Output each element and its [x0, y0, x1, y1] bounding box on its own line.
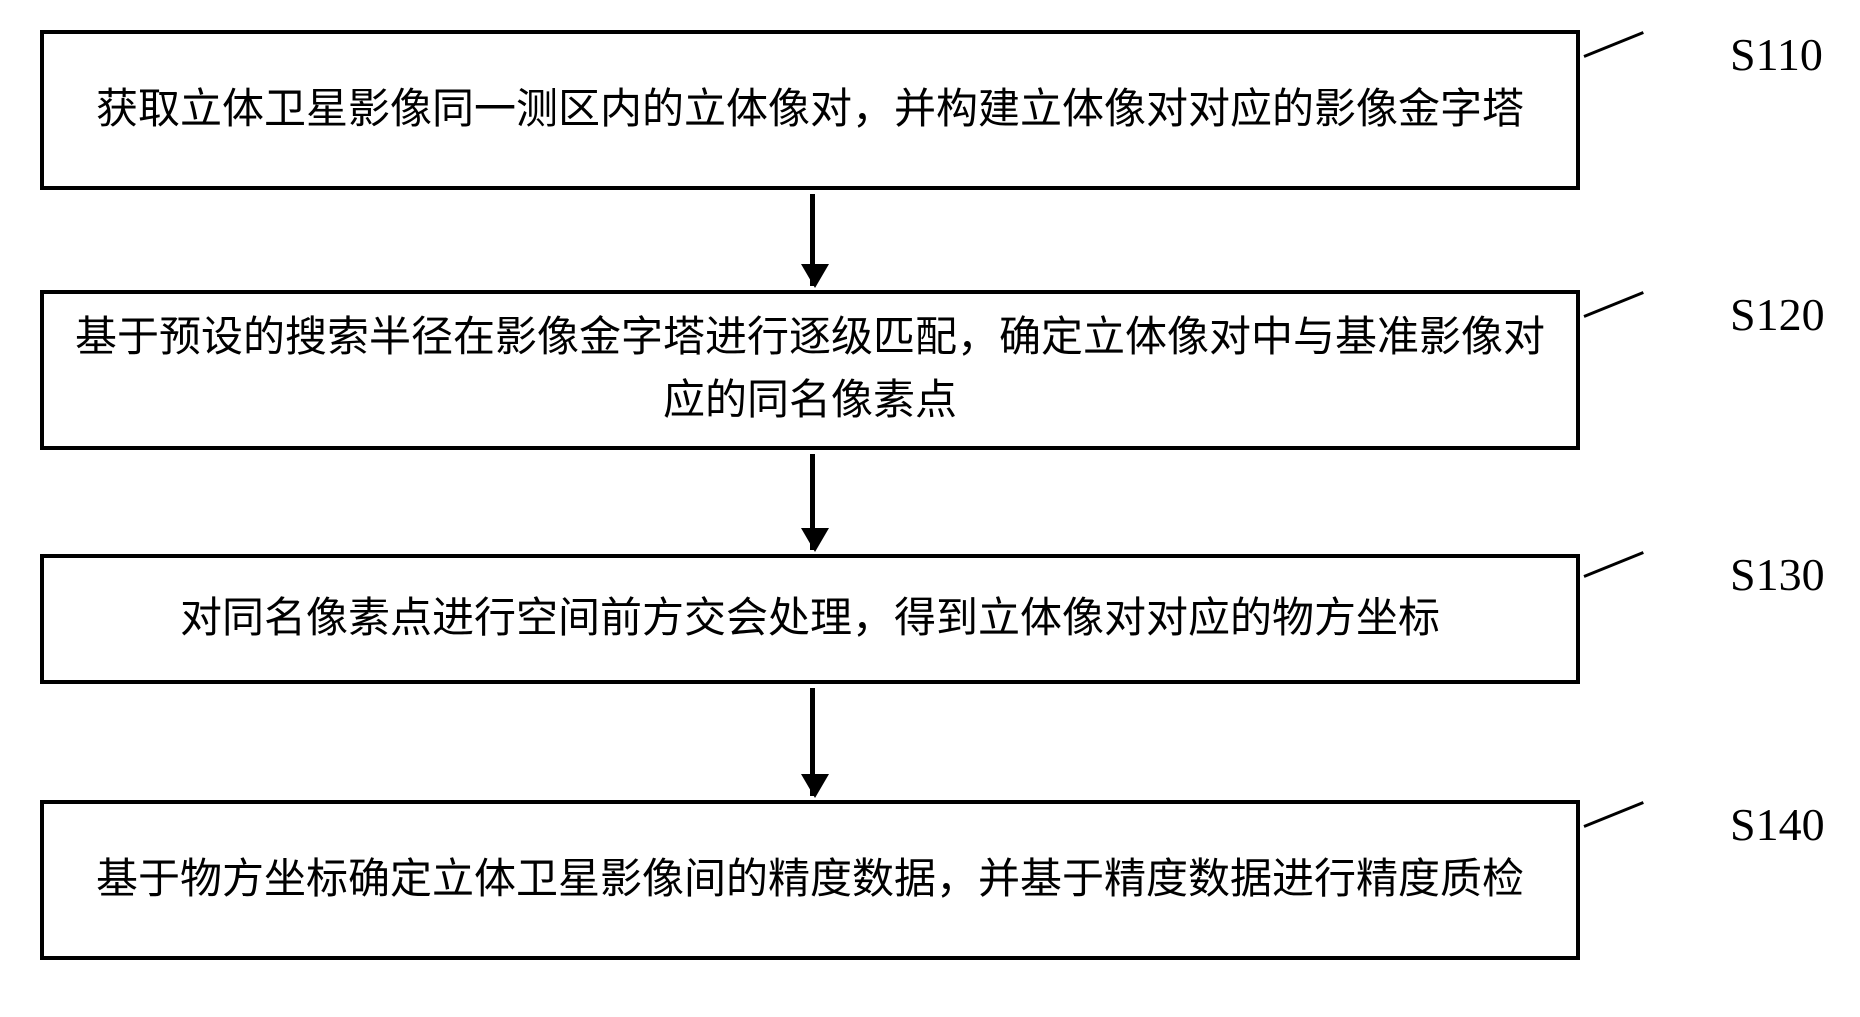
step-text: 对同名像素点进行空间前方交会处理，得到立体像对对应的物方坐标	[180, 588, 1440, 651]
step-box-s110: 获取立体卫星影像同一测区内的立体像对，并构建立体像对对应的影像金字塔	[40, 30, 1580, 190]
step-text: 基于物方坐标确定立体卫星影像间的精度数据，并基于精度数据进行精度质检	[96, 849, 1524, 912]
step-text: 基于预设的搜索半径在影像金字塔进行逐级匹配，确定立体像对中与基准影像对应的同名像…	[74, 307, 1546, 433]
arrow-2	[810, 454, 815, 550]
label-connector-s130	[1583, 551, 1643, 578]
label-connector-s140	[1583, 801, 1643, 828]
flowchart-canvas: { "canvas": { "width": 1860, "height": 1…	[0, 0, 1860, 1017]
step-text: 获取立体卫星影像同一测区内的立体像对，并构建立体像对对应的影像金字塔	[96, 79, 1524, 142]
step-box-s130: 对同名像素点进行空间前方交会处理，得到立体像对对应的物方坐标	[40, 554, 1580, 684]
step-label-s130: S130	[1730, 548, 1825, 601]
label-connector-s110	[1583, 31, 1643, 58]
step-label-s120: S120	[1730, 288, 1825, 341]
arrow-3	[810, 688, 815, 796]
step-label-s140: S140	[1730, 798, 1825, 851]
label-connector-s120	[1583, 291, 1643, 318]
arrow-1	[810, 194, 815, 286]
step-box-s140: 基于物方坐标确定立体卫星影像间的精度数据，并基于精度数据进行精度质检	[40, 800, 1580, 960]
step-label-s110: S110	[1730, 28, 1823, 81]
step-box-s120: 基于预设的搜索半径在影像金字塔进行逐级匹配，确定立体像对中与基准影像对应的同名像…	[40, 290, 1580, 450]
